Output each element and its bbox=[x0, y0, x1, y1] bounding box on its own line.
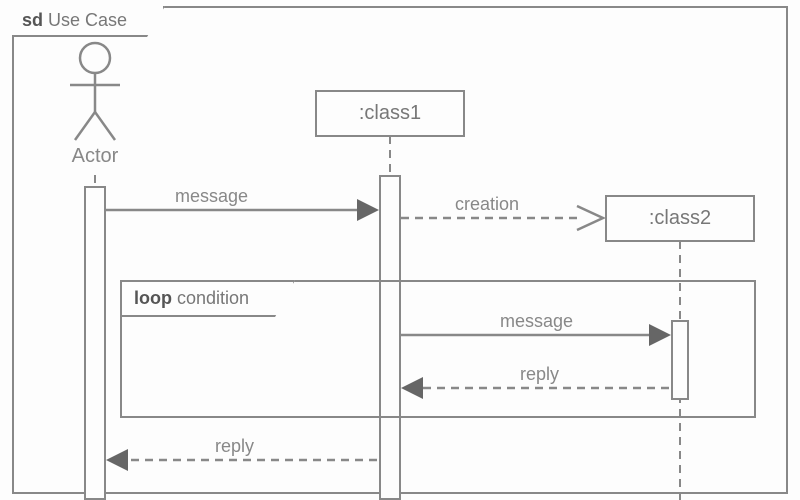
label-message-2: message bbox=[500, 311, 573, 332]
loop-condition: condition bbox=[177, 288, 249, 308]
class2-label: :class2 bbox=[649, 207, 711, 229]
actor-label: Actor bbox=[60, 145, 130, 168]
loop-label: loop condition bbox=[120, 280, 295, 317]
class1-label: :class1 bbox=[359, 102, 421, 124]
label-reply-2: reply bbox=[215, 436, 254, 457]
loop-frame: loop condition bbox=[120, 280, 756, 418]
label-message-1: message bbox=[175, 186, 248, 207]
label-reply-1: reply bbox=[520, 364, 559, 385]
actor-activation bbox=[84, 186, 106, 500]
loop-prefix: loop bbox=[134, 288, 172, 308]
actor-icon bbox=[70, 43, 120, 140]
class2-box: :class2 bbox=[605, 195, 755, 242]
label-creation: creation bbox=[455, 194, 519, 215]
class1-box: :class1 bbox=[315, 90, 465, 137]
